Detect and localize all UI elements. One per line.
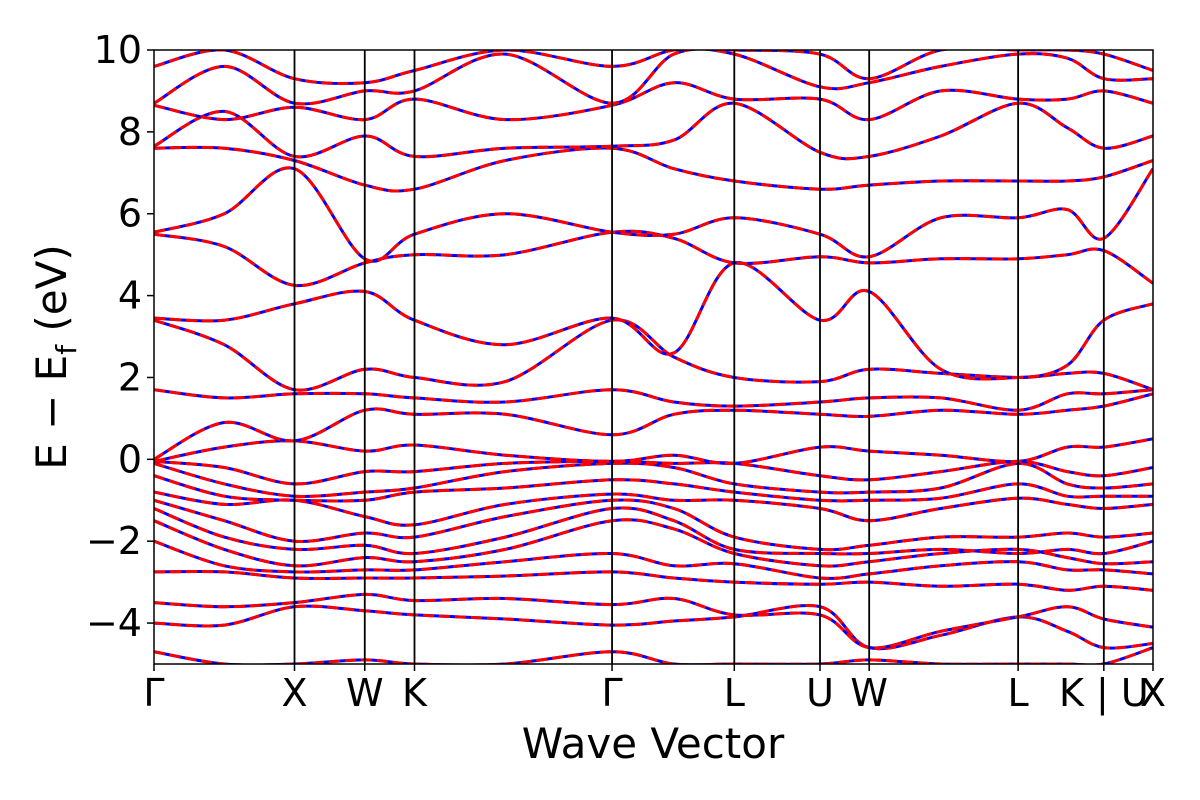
band-18-solid	[154, 229, 1153, 288]
y-tick-label-4: 4	[118, 274, 142, 318]
band-1-solid	[154, 646, 1153, 664]
band-7-dashed	[154, 506, 1153, 556]
band-20-dashed	[154, 145, 1153, 193]
x-tick-label-3: K	[402, 671, 428, 715]
band-9-dashed	[154, 490, 1153, 527]
y-tick-label-1: −2	[86, 519, 142, 563]
y-axis-label-main: E − E	[27, 355, 76, 470]
band-23-dashed	[154, 50, 1153, 106]
band-14-dashed	[154, 392, 1153, 461]
band-4-dashed	[154, 569, 1153, 592]
band-21-dashed	[154, 101, 1153, 161]
x-tick-label-7: W	[850, 671, 888, 715]
y-tick-label-5: 6	[118, 192, 142, 236]
y-axis-label: E − Ef (eV)	[27, 244, 83, 470]
band-5-dashed	[154, 539, 1153, 580]
band-3-dashed	[154, 592, 1153, 650]
band-8-dashed	[154, 498, 1153, 552]
y-axis-label-subscript: f	[50, 344, 83, 355]
band-2-solid	[154, 604, 1153, 651]
x-axis-label: Wave Vector	[522, 719, 785, 768]
band-1-dashed	[154, 646, 1153, 664]
y-tick-label-3: 2	[118, 355, 142, 399]
x-tick-label-0: Γ	[143, 671, 164, 715]
band-10-dashed	[154, 474, 1153, 503]
y-axis-ticks: −4 −2 0 2 4 6 8 10	[86, 28, 154, 645]
y-tick-label-6: 8	[118, 110, 142, 154]
band-12-dashed	[154, 459, 1153, 486]
band-6-dashed	[154, 518, 1153, 568]
x-tick-label-4: Γ	[601, 671, 622, 715]
band-13-dashed	[154, 437, 1153, 465]
y-tick-label-0: −4	[86, 601, 142, 645]
band-17-dashed	[154, 261, 1153, 381]
band-24-dashed	[154, 50, 1153, 85]
x-tick-label-2: W	[346, 671, 384, 715]
band-2-dashed	[154, 604, 1153, 651]
high-symmetry-lines	[293, 50, 1105, 664]
band-24-solid	[154, 50, 1153, 85]
x-tick-label-6: U	[806, 671, 834, 715]
band-22-dashed	[154, 81, 1153, 122]
plot-frame	[153, 49, 1154, 665]
y-axis-label-suffix: (eV)	[27, 244, 76, 345]
y-tick-label-7: 10	[94, 28, 142, 72]
band-15-dashed	[154, 388, 1153, 412]
band-20-solid	[154, 145, 1153, 193]
band-14-solid	[154, 392, 1153, 461]
band-11-solid	[154, 461, 1153, 498]
x-tick-label-9: K | U	[1059, 671, 1149, 716]
x-tick-label-1: X	[281, 671, 307, 715]
band-8-solid	[154, 498, 1153, 552]
x-tick-label-8: L	[1008, 671, 1029, 715]
x-tick-label-10: X	[1140, 671, 1166, 715]
x-tick-label-5: L	[724, 671, 745, 715]
band-6-solid	[154, 518, 1153, 568]
band-17-solid	[154, 261, 1153, 381]
band-11-dashed	[154, 461, 1153, 498]
band-19-dashed	[154, 166, 1153, 263]
band-18-dashed	[154, 229, 1153, 288]
band-lines	[154, 50, 1153, 664]
y-tick-label-2: 0	[118, 437, 142, 481]
band-21-solid	[154, 101, 1153, 161]
